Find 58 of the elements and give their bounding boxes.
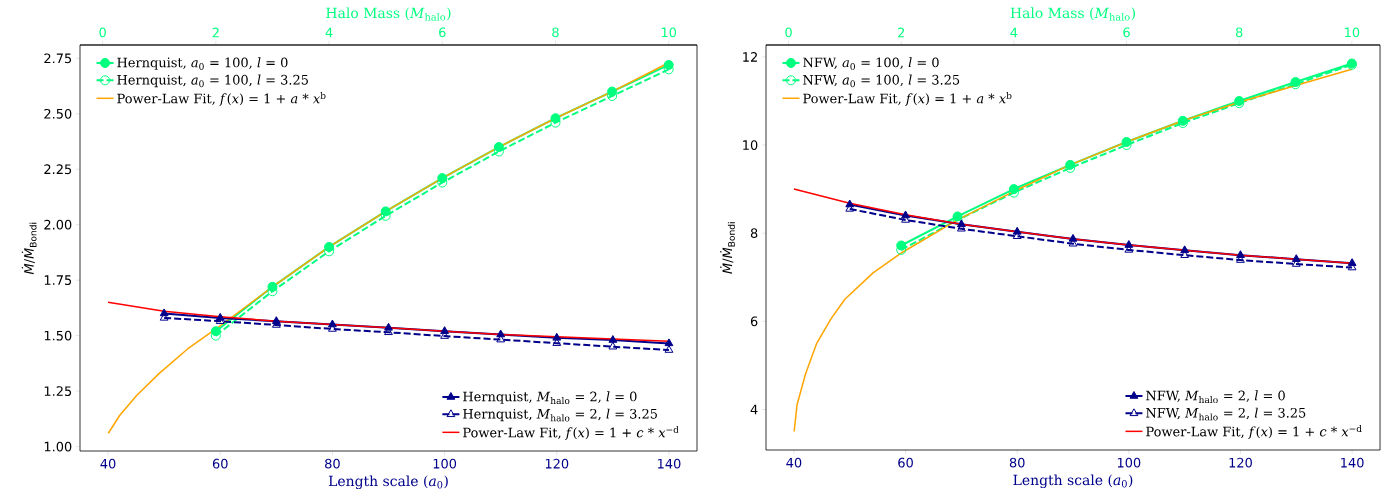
legend-label: NFW, a$_{0}$ = 100, l = 0 xyxy=(803,57,939,70)
y-tick-label: 2.50 xyxy=(44,108,72,119)
point xyxy=(608,341,618,350)
y-axis-title: Ṁ/Ṁ$_{Bondi}$ xyxy=(720,222,735,274)
legend-label: Hernquist, M$_{halo}$ = 2, l = 3.25 xyxy=(463,408,657,422)
x-tick-label: 40 xyxy=(786,457,802,468)
legend-label: NFW, M$_{halo}$ = 2, l = 0 xyxy=(1146,390,1285,404)
x-tick-label: 60 xyxy=(898,457,913,468)
legend-label: Hernquist, a$_{0}$ = 100, l = 0 xyxy=(117,57,288,70)
y-tick-label: 6 xyxy=(750,316,758,327)
x2-tick-label: 10 xyxy=(1345,27,1360,38)
x-tick-label: 40 xyxy=(100,458,116,469)
x2-tick-label: 0 xyxy=(99,27,106,38)
y-tick-label: 10 xyxy=(743,140,758,150)
x2-tick-label: 6 xyxy=(1123,27,1130,38)
x2-tick-label: 6 xyxy=(439,27,446,38)
x2-tick-label: 10 xyxy=(661,27,677,38)
y-tick-label: 2.75 xyxy=(44,53,72,64)
y-tick-label: 12 xyxy=(743,52,757,62)
legend-label: Hernquist, a$_{0}$ = 100, l = 3.25 xyxy=(117,74,308,88)
x2-tick-label: 8 xyxy=(1235,27,1243,38)
x-tick-label: 100 xyxy=(433,458,457,469)
x2-axis-title: Halo Mass (M$_{halo}$) xyxy=(1010,7,1135,21)
x-axis-title: Length scale (a$_{0}$) xyxy=(328,475,448,490)
x2-axis-title: Halo Mass (M$_{halo}$) xyxy=(326,7,451,21)
x2-tick-label: 0 xyxy=(785,27,792,38)
y-tick-label: 2.25 xyxy=(44,164,72,175)
y-axis-title: Ṁ/Ṁ$_{Bondi}$ xyxy=(21,222,37,275)
x2-tick-label: 4 xyxy=(325,27,333,38)
x2-tick-label: 2 xyxy=(898,27,905,38)
x-tick-label: 100 xyxy=(1117,457,1141,468)
x-tick-label: 60 xyxy=(212,458,228,469)
x-tick-label: 140 xyxy=(1341,457,1364,468)
legend-label: Hernquist, M$_{halo}$ = 2, l = 0 xyxy=(463,391,637,405)
x-tick-label: 120 xyxy=(1229,457,1252,468)
x2-tick-label: 8 xyxy=(552,27,559,38)
legend-label: NFW, M$_{halo}$ = 2, l = 3.25 xyxy=(1146,407,1306,421)
text: Power-Law Fit, f(x) = 1 + a* x$^{b}$ xyxy=(803,91,1012,106)
x-tick-label: 80 xyxy=(325,458,340,469)
x-tick-label: 140 xyxy=(658,458,681,469)
text: Power-Law Fit, f(x) = 1 + c* x$^{−d}$ xyxy=(463,425,679,440)
x2-tick-label: 4 xyxy=(1010,27,1018,38)
text: Power-Law Fit, f(x) = 1 + a* x$^{b}$ xyxy=(117,91,326,106)
point xyxy=(608,335,618,343)
point xyxy=(664,338,674,347)
text: Power-Law Fit, f(x) = 1 + c* x$^{−d}$ xyxy=(1146,424,1362,439)
x-axis-title: Length scale (a$_{0}$) xyxy=(1013,474,1133,489)
y-tick-label: 1.25 xyxy=(44,386,72,396)
y-tick-label: 1.75 xyxy=(44,275,72,285)
x-tick-label: 120 xyxy=(545,458,569,469)
y-tick-label: 2.00 xyxy=(44,219,72,230)
y-tick-label: 4 xyxy=(750,404,758,415)
y-tick-label: 1.00 xyxy=(44,441,72,452)
y-tick-label: 8 xyxy=(750,228,758,239)
x2-tick-label: 2 xyxy=(212,27,219,38)
legend-label: NFW, a$_{0}$ = 100, l = 3.25 xyxy=(803,74,960,88)
x-tick-label: 80 xyxy=(1009,457,1025,468)
y-tick-label: 1.50 xyxy=(44,330,72,341)
